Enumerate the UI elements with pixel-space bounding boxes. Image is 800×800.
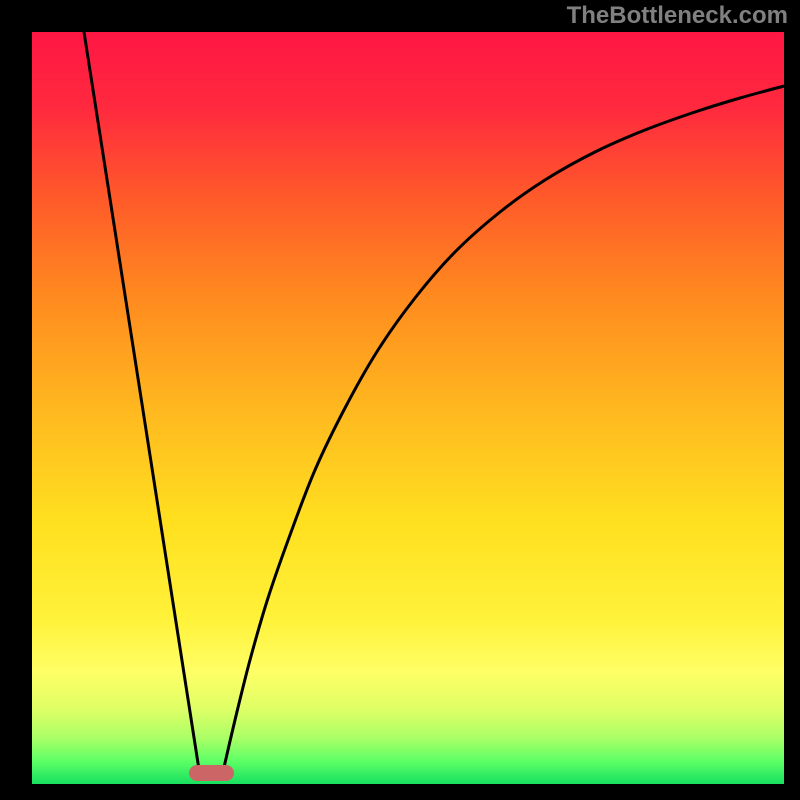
watermark-text: TheBottleneck.com	[567, 2, 788, 30]
gradient-background	[32, 32, 784, 784]
chart-container: TheBottleneck.com	[0, 0, 800, 800]
bottleneck-marker	[189, 765, 234, 781]
